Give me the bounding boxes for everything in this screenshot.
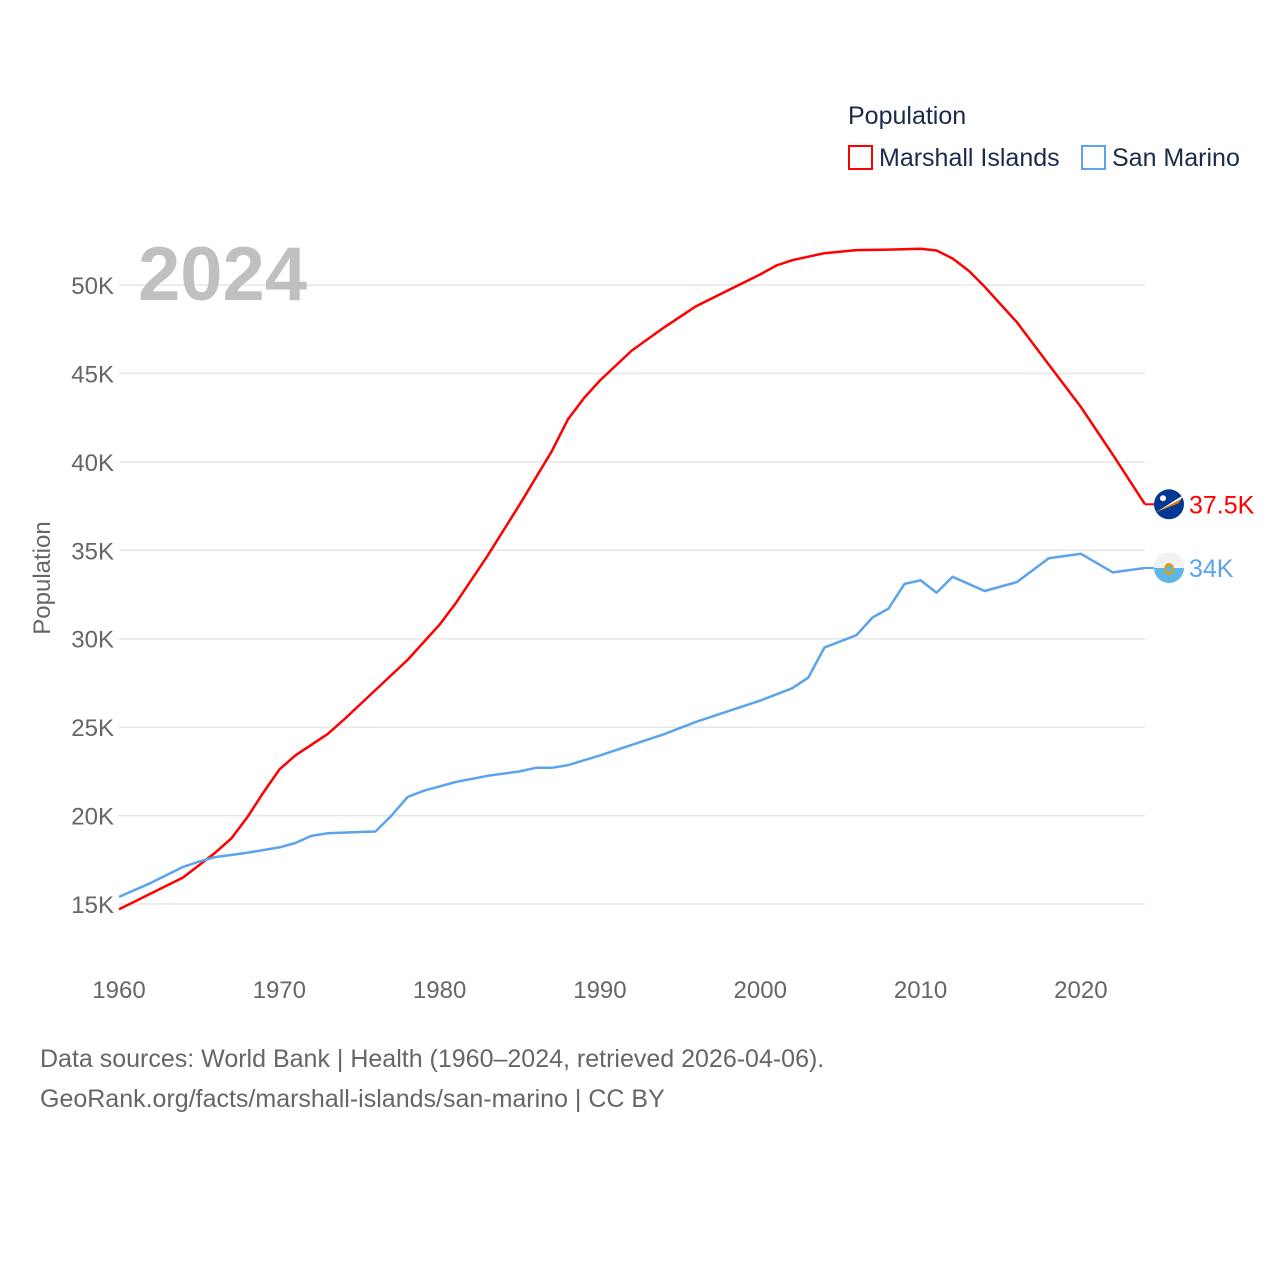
y-tick-label: 15K	[71, 892, 114, 919]
end-value-label: 37.5K	[1189, 491, 1255, 519]
y-tick-label: 35K	[71, 538, 114, 565]
x-tick-label: 1970	[253, 977, 306, 1004]
legend-label: Marshall Islands	[879, 144, 1060, 172]
y-tick-label: 50K	[71, 273, 114, 300]
legend-title: Population	[848, 102, 966, 130]
y-tick-label: 40K	[71, 450, 114, 477]
legend-item-san-marino[interactable]: San Marino	[1081, 144, 1240, 172]
x-tick-label: 2000	[734, 977, 787, 1004]
marshall-islands-flag-icon	[1154, 489, 1184, 520]
source-link[interactable]: GeoRank.org/facts/marshall-islands/san-m…	[40, 1085, 665, 1113]
legend: Population Marshall Islands San Marino	[848, 102, 1240, 172]
y-tick-label: 45K	[71, 361, 114, 388]
san-marino-flag-icon	[1154, 552, 1184, 583]
y-tick-label: 20K	[71, 804, 114, 831]
legend-label: San Marino	[1112, 144, 1240, 172]
series-line-marshall-islands	[118, 247, 1147, 911]
x-tick-label: 2020	[1054, 977, 1107, 1004]
legend-item-marshall-islands[interactable]: Marshall Islands	[848, 144, 1060, 172]
y-tick-label: 25K	[71, 715, 114, 742]
y-axis-label: Population	[29, 521, 56, 634]
year-watermark: 2024	[138, 232, 307, 317]
data-source-note: Data sources: World Bank | Health (1960–…	[40, 1045, 825, 1073]
end-value-label: 34K	[1189, 555, 1234, 583]
x-tick-label: 2010	[894, 977, 947, 1004]
x-tick-label: 1990	[573, 977, 626, 1004]
y-tick-label: 30K	[71, 627, 114, 654]
x-tick-label: 1980	[413, 977, 466, 1004]
series-line-san-marino	[118, 552, 1146, 899]
x-tick-label: 1960	[92, 977, 145, 1004]
